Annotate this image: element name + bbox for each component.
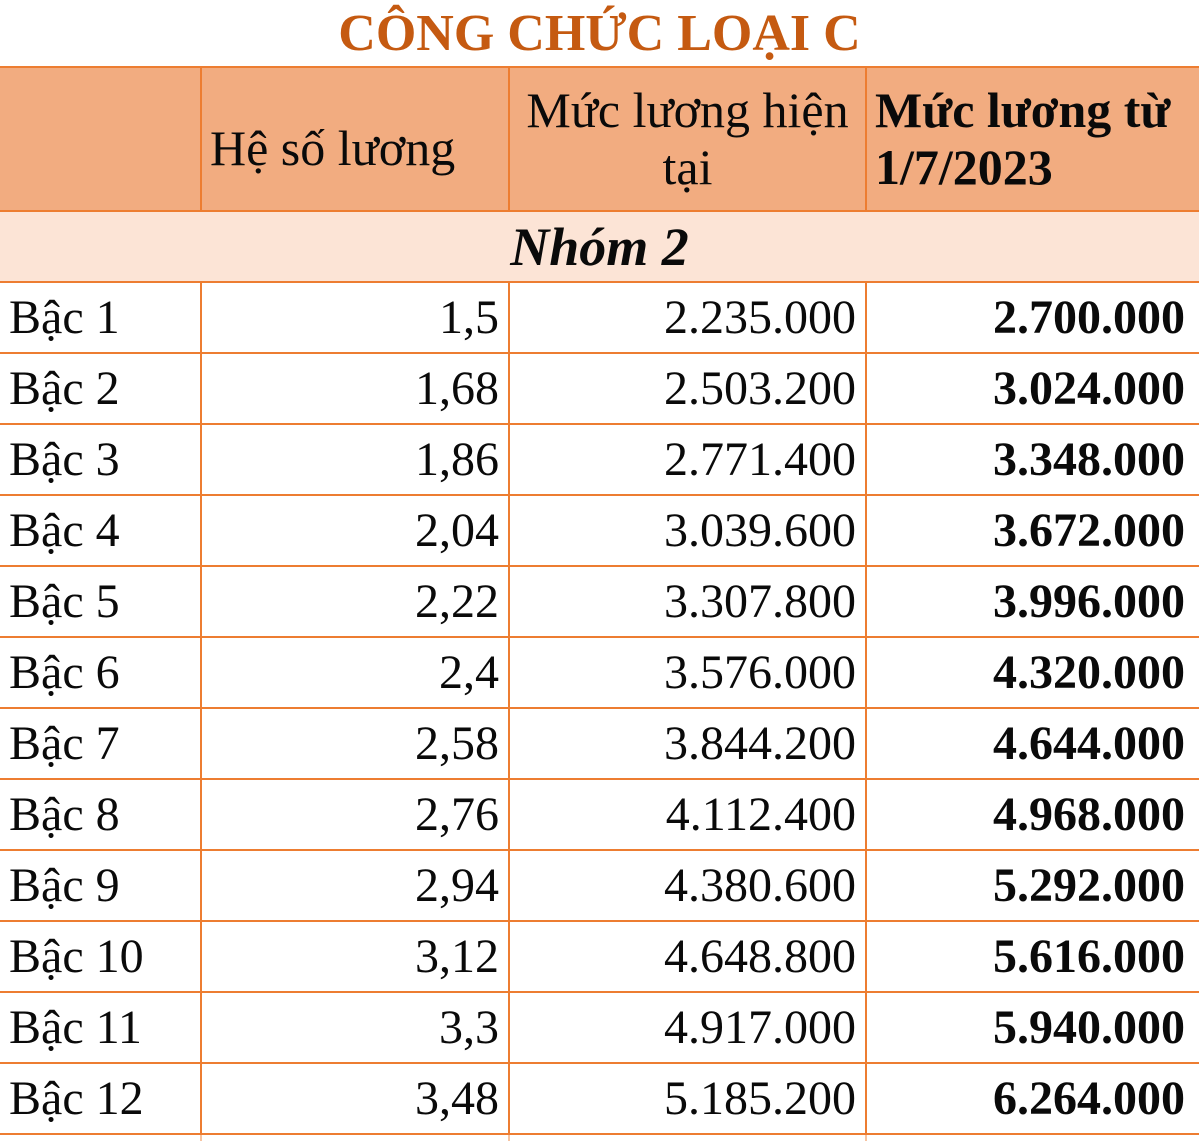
new-salary-cell: 3.024.000 [865, 352, 1199, 425]
coefficient-cell: 2,4 [200, 636, 510, 709]
level-cell: Bậc 3 [0, 423, 202, 496]
new-salary-cell: 4.320.000 [865, 636, 1199, 709]
header-new-salary: Mức lương từ 1/7/2023 [865, 66, 1199, 212]
page-title: CÔNG CHỨC LOẠI C [338, 4, 861, 62]
header-current-salary: Mức lương hiện tại [508, 66, 867, 212]
coefficient-cell: 2,94 [200, 849, 510, 922]
coefficient-cell: 3,48 [200, 1062, 510, 1135]
table-row: Bậc 3 1,86 2.771.400 3.348.000 [0, 423, 1199, 496]
current-salary-cell: 2.235.000 [508, 281, 867, 354]
current-salary-cell: 4.380.600 [508, 849, 867, 922]
current-salary-cell: 3.307.800 [508, 565, 867, 638]
salary-table: Hệ số lương Mức lương hiện tại Mức lương… [0, 66, 1199, 1135]
table-row: Bậc 7 2,58 3.844.200 4.644.000 [0, 707, 1199, 780]
table-header-row: Hệ số lương Mức lương hiện tại Mức lương… [0, 66, 1199, 212]
coefficient-cell: 2,76 [200, 778, 510, 851]
coefficient-cell: 1,68 [200, 352, 510, 425]
level-cell: Bậc 7 [0, 707, 202, 780]
table-row: Bậc 4 2,04 3.039.600 3.672.000 [0, 494, 1199, 567]
level-cell: Bậc 11 [0, 991, 202, 1064]
current-salary-cell: 4.112.400 [508, 778, 867, 851]
coefficient-cell: 1,86 [200, 423, 510, 496]
header-coefficient: Hệ số lương [200, 66, 510, 212]
table-row: Bậc 5 2,22 3.307.800 3.996.000 [0, 565, 1199, 638]
level-cell: Bậc 8 [0, 778, 202, 851]
table-row: Bậc 12 3,48 5.185.200 6.264.000 [0, 1062, 1199, 1135]
table-row: Bậc 8 2,76 4.112.400 4.968.000 [0, 778, 1199, 851]
current-salary-cell: 2.503.200 [508, 352, 867, 425]
column-border-stub [865, 1135, 867, 1141]
new-salary-cell: 3.996.000 [865, 565, 1199, 638]
level-cell: Bậc 6 [0, 636, 202, 709]
new-salary-cell: 5.292.000 [865, 849, 1199, 922]
level-cell: Bậc 10 [0, 920, 202, 993]
coefficient-cell: 1,5 [200, 281, 510, 354]
current-salary-cell: 3.844.200 [508, 707, 867, 780]
table-row: Bậc 2 1,68 2.503.200 3.024.000 [0, 352, 1199, 425]
current-salary-cell: 4.917.000 [508, 991, 867, 1064]
level-cell: Bậc 5 [0, 565, 202, 638]
table-row: Bậc 11 3,3 4.917.000 5.940.000 [0, 991, 1199, 1064]
new-salary-cell: 2.700.000 [865, 281, 1199, 354]
column-border-stub [508, 1135, 510, 1141]
coefficient-cell: 2,04 [200, 494, 510, 567]
current-salary-cell: 3.039.600 [508, 494, 867, 567]
level-cell: Bậc 9 [0, 849, 202, 922]
coefficient-cell: 3,3 [200, 991, 510, 1064]
column-border-stub [200, 1135, 202, 1141]
coefficient-cell: 2,58 [200, 707, 510, 780]
current-salary-cell: 3.576.000 [508, 636, 867, 709]
level-cell: Bậc 1 [0, 281, 202, 354]
new-salary-cell: 5.616.000 [865, 920, 1199, 993]
new-salary-cell: 4.968.000 [865, 778, 1199, 851]
header-level [0, 66, 202, 212]
table-row: Bậc 9 2,94 4.380.600 5.292.000 [0, 849, 1199, 922]
table-row: Bậc 1 1,5 2.235.000 2.700.000 [0, 281, 1199, 354]
new-salary-cell: 6.264.000 [865, 1062, 1199, 1135]
level-cell: Bậc 4 [0, 494, 202, 567]
new-salary-cell: 4.644.000 [865, 707, 1199, 780]
current-salary-cell: 4.648.800 [508, 920, 867, 993]
table-row: Bậc 10 3,12 4.648.800 5.616.000 [0, 920, 1199, 993]
coefficient-cell: 2,22 [200, 565, 510, 638]
new-salary-cell: 5.940.000 [865, 991, 1199, 1064]
level-cell: Bậc 2 [0, 352, 202, 425]
new-salary-cell: 3.348.000 [865, 423, 1199, 496]
coefficient-cell: 3,12 [200, 920, 510, 993]
level-cell: Bậc 12 [0, 1062, 202, 1135]
group-row: Nhóm 2 [0, 210, 1199, 283]
current-salary-cell: 2.771.400 [508, 423, 867, 496]
cropped-next-row [0, 1135, 1199, 1141]
table-row: Bậc 6 2,4 3.576.000 4.320.000 [0, 636, 1199, 709]
group-label: Nhóm 2 [0, 210, 1199, 283]
new-salary-cell: 3.672.000 [865, 494, 1199, 567]
current-salary-cell: 5.185.200 [508, 1062, 867, 1135]
